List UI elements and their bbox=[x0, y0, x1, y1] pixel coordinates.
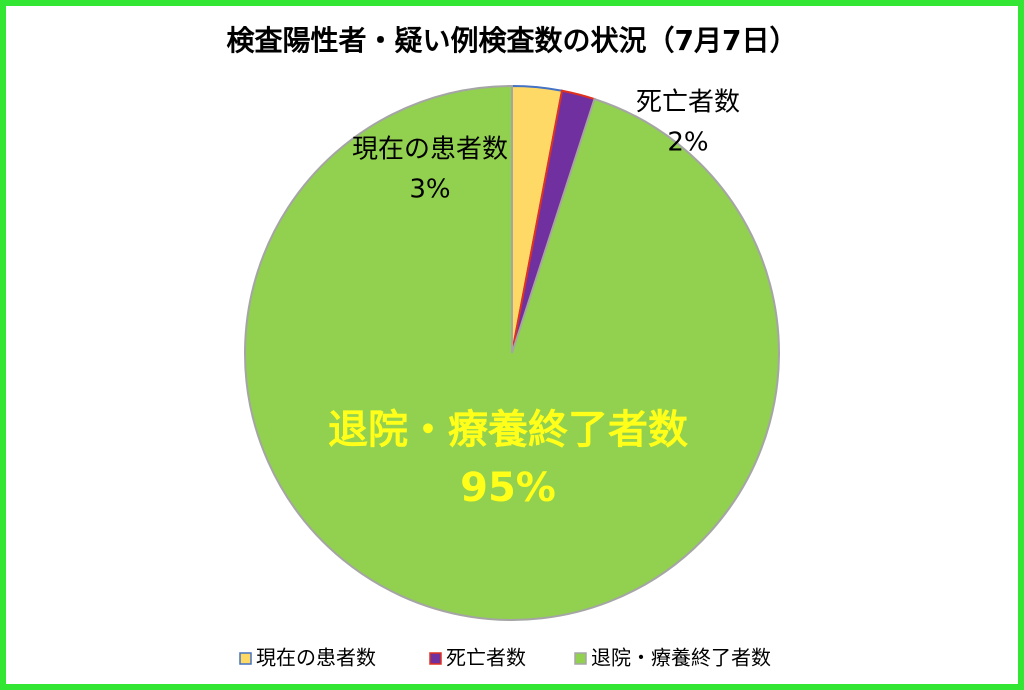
legend-swatch bbox=[239, 652, 252, 665]
slice-label: 退院・療養終了者数 bbox=[328, 407, 688, 453]
legend-swatch bbox=[574, 652, 587, 665]
slice-value-label: 3% bbox=[409, 175, 450, 205]
pie-slice bbox=[244, 84, 780, 621]
legend-label: 死亡者数 bbox=[446, 646, 526, 670]
legend-label: 退院・療養終了者数 bbox=[591, 646, 771, 670]
chart-title: 検査陽性者・疑い例検査数の状況（7月7日） bbox=[227, 24, 798, 57]
slice-value-label: 2% bbox=[667, 128, 708, 158]
legend-swatch bbox=[429, 652, 442, 665]
slice-value-label: 95% bbox=[460, 465, 556, 511]
legend-label: 現在の患者数 bbox=[256, 646, 376, 670]
slice-label: 死亡者数 bbox=[636, 88, 740, 118]
slice-label: 現在の患者数 bbox=[352, 135, 508, 165]
